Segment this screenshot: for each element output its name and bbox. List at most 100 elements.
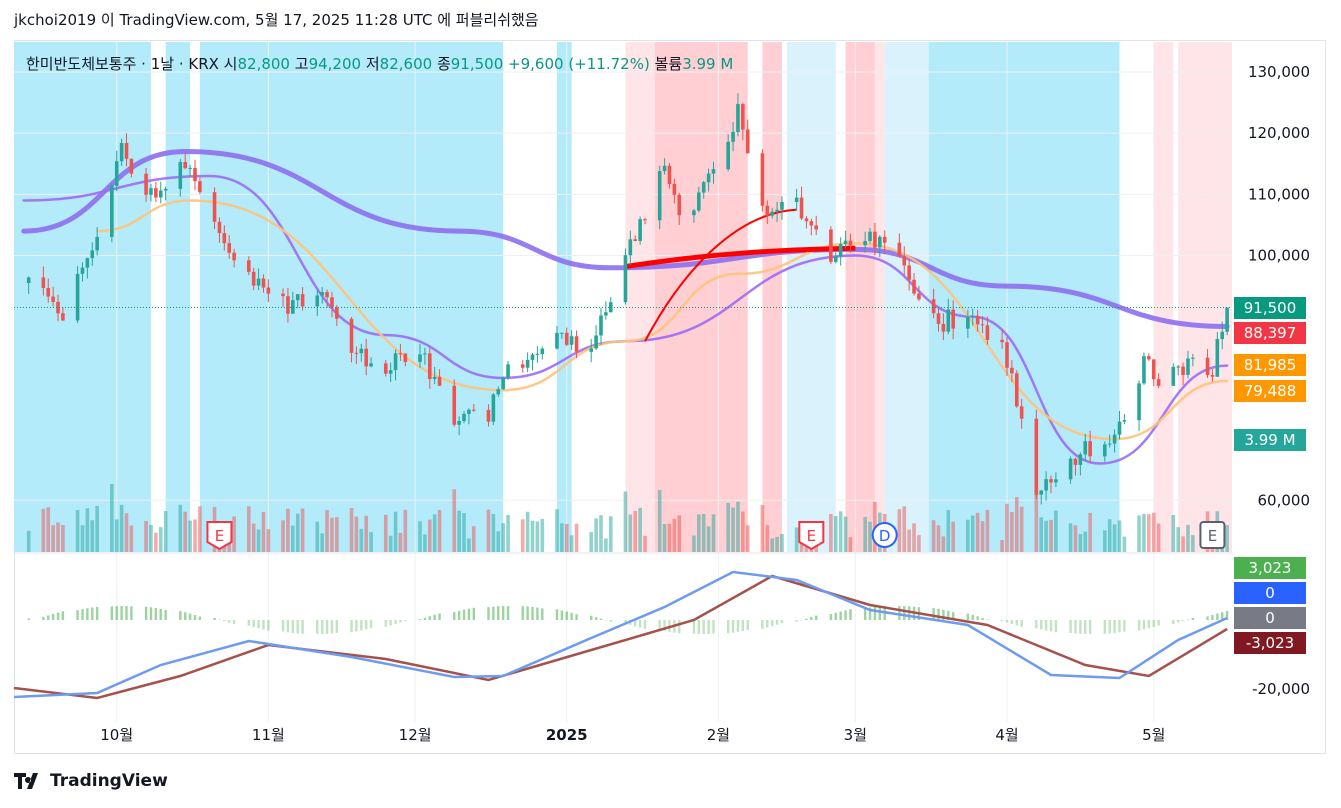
volume-bar xyxy=(1171,514,1176,552)
band-8 xyxy=(762,42,782,552)
candle-body xyxy=(315,295,320,307)
volume-bar xyxy=(667,523,672,552)
moving-averages xyxy=(21,149,1230,465)
macd-histogram-bar xyxy=(433,614,436,620)
candle-body xyxy=(912,279,916,294)
macd-histogram-bar xyxy=(492,606,495,620)
volume-bar xyxy=(359,528,364,552)
volume-bar xyxy=(638,507,642,552)
candle-body xyxy=(178,162,183,189)
candle-body xyxy=(951,309,955,329)
candle-body xyxy=(423,353,427,355)
candle-body xyxy=(261,278,266,288)
low-label: 저 xyxy=(365,55,380,73)
macd-histogram-bar xyxy=(154,607,158,620)
candle-body xyxy=(745,129,750,154)
volume-bar xyxy=(80,525,85,552)
candle-body xyxy=(780,201,784,210)
macd-histogram-bar xyxy=(726,620,730,634)
candle-body xyxy=(183,162,188,169)
volume-bar xyxy=(833,516,838,552)
volume-bar xyxy=(564,523,569,552)
band-11 xyxy=(874,42,885,552)
macd-neg-tag: -3,023 xyxy=(1234,632,1306,654)
candle-body xyxy=(1014,373,1019,407)
volume-bar xyxy=(692,535,696,552)
macd-histogram-bar xyxy=(986,619,989,620)
macd-histogram-bar xyxy=(457,610,461,620)
volume-bar xyxy=(931,520,936,552)
candle-body xyxy=(1088,441,1092,457)
macd-histogram-bar xyxy=(418,619,422,620)
volume-bar xyxy=(902,506,907,552)
band-10 xyxy=(845,42,875,552)
macd-histogram-bar xyxy=(624,620,627,624)
ma-signal-line-2 xyxy=(644,208,797,342)
symbol-legend: 한미반도체보통주 · 1날 · KRX 시82,800 고94,200 저82,… xyxy=(26,53,733,74)
candle-body xyxy=(936,313,941,324)
volume-bar xyxy=(726,502,730,552)
volume-bar xyxy=(555,509,559,552)
macd-histogram-bar xyxy=(1225,610,1229,620)
volume-bar xyxy=(1186,524,1190,552)
macd-histogram-bar xyxy=(506,606,510,620)
macd-histogram-bar xyxy=(594,617,598,620)
volume-bar xyxy=(1137,515,1141,552)
volume-bar xyxy=(907,529,911,552)
band-6 xyxy=(625,42,655,552)
candle-body xyxy=(388,370,393,374)
macd-histogram-bar xyxy=(761,620,764,629)
macd-histogram-bar xyxy=(1172,620,1175,625)
candle-body xyxy=(1054,479,1058,483)
macd-histogram-bar xyxy=(521,606,524,620)
volume-bar xyxy=(295,513,300,552)
volume-bar xyxy=(129,525,134,552)
macd-histogram-bar xyxy=(947,610,950,620)
candle-body xyxy=(349,318,354,353)
candle-body xyxy=(1068,458,1073,480)
change-value: +9,600 (+11.72%) xyxy=(508,55,650,73)
band-7 xyxy=(654,42,748,552)
candle-body xyxy=(149,188,153,195)
volume-bar xyxy=(26,530,31,552)
band-9 xyxy=(786,42,836,552)
macd-histogram-bar xyxy=(1181,620,1185,622)
macd-histogram-bar xyxy=(428,616,431,620)
candle-body xyxy=(286,296,290,314)
candle-body xyxy=(393,353,398,371)
volume-bar xyxy=(330,517,334,552)
macd-histogram-bar xyxy=(247,620,250,626)
volume-bar xyxy=(574,523,579,552)
volume-bar xyxy=(467,538,471,552)
volume-bar xyxy=(501,523,505,552)
band-16 xyxy=(1207,42,1232,552)
candle-body xyxy=(1112,434,1117,444)
macd-histogram-bar xyxy=(1221,612,1224,620)
candle-body xyxy=(662,165,667,172)
macd-histogram-bar xyxy=(404,620,407,621)
volume-bar xyxy=(41,508,46,552)
candle-body xyxy=(1078,454,1083,465)
volume-bar xyxy=(985,509,990,552)
macd-histogram-bar xyxy=(839,611,842,620)
volume-bar xyxy=(1014,497,1019,552)
candle-body xyxy=(403,353,408,362)
macd-histogram-bar xyxy=(286,620,290,633)
volume-bar xyxy=(56,522,60,552)
volume-bar xyxy=(491,514,496,552)
macd-histogram-bar xyxy=(707,620,710,634)
volume-bar xyxy=(1156,523,1161,552)
candle-body xyxy=(506,364,510,378)
volume-bar xyxy=(251,523,256,552)
earnings-icon xyxy=(1199,521,1226,549)
candle-body xyxy=(701,182,706,193)
footer-brand[interactable]: TradingView xyxy=(14,771,168,791)
macd-histogram-bar xyxy=(731,620,735,633)
volume-bar xyxy=(525,511,530,552)
macd-histogram-bar xyxy=(1035,620,1038,629)
macd-histogram-bar xyxy=(1015,620,1018,626)
macd-histogram-bar xyxy=(878,606,882,620)
candle-body xyxy=(110,185,114,237)
macd-histogram-bar xyxy=(942,609,945,620)
